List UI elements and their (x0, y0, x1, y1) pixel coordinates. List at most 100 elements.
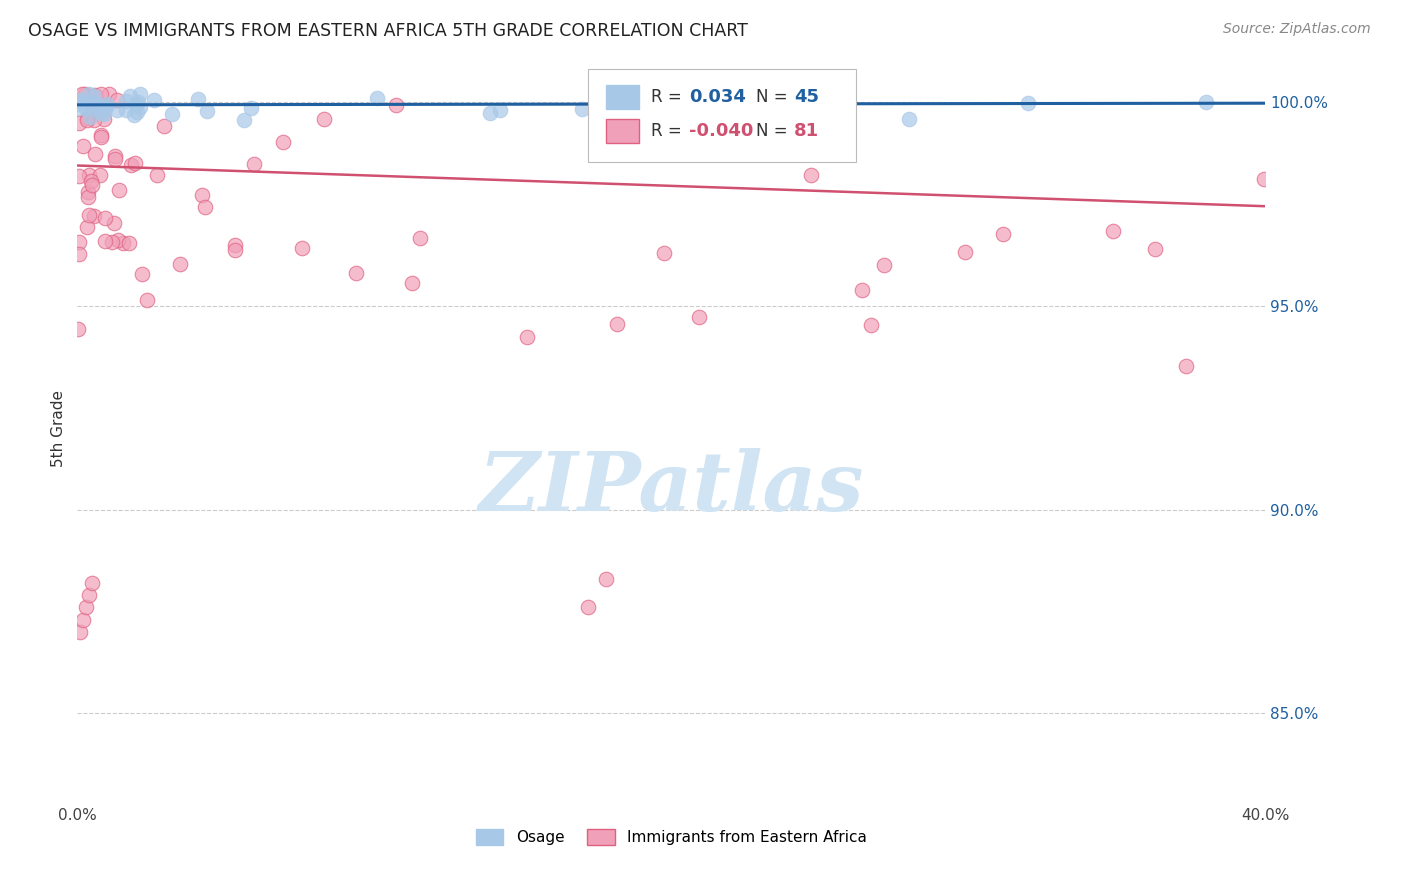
Point (76, 190, 98, 204)
Point (488, 103, 510, 118)
Point (595, 572, 617, 586)
Point (69, 93, 91, 107)
Point (77, 169, 100, 183)
Legend: Osage, Immigrants from Eastern Africa: Osage, Immigrants from Eastern Africa (470, 823, 873, 851)
Point (93, 103, 115, 117)
Point (90, 106, 112, 120)
Point (77, 208, 100, 222)
Point (384, 98, 406, 112)
Point (94, 235, 117, 249)
Point (80, 174, 103, 188)
Text: 45: 45 (794, 88, 818, 106)
Point (1101, 224, 1123, 238)
Point (107, 183, 129, 197)
Point (239, 101, 262, 115)
Text: 0.034: 0.034 (689, 88, 747, 106)
Bar (606, 119, 640, 143)
Point (83, 209, 105, 223)
Point (232, 112, 254, 127)
Text: ZIPatlas: ZIPatlas (478, 448, 865, 528)
Point (107, 233, 129, 247)
Point (860, 318, 883, 332)
Text: Source: ZipAtlas.com: Source: ZipAtlas.com (1223, 22, 1371, 37)
Point (72, 138, 94, 153)
Point (89, 168, 111, 182)
Point (115, 95, 138, 109)
Point (688, 310, 710, 324)
Point (131, 267, 153, 281)
Point (224, 238, 246, 252)
Point (90, 130, 112, 145)
Point (94, 100, 117, 114)
Text: OSAGE VS IMMIGRANTS FROM EASTERN AFRICA 5TH GRADE CORRELATION CHART: OSAGE VS IMMIGRANTS FROM EASTERN AFRICA … (28, 22, 748, 40)
Point (76, 186, 98, 200)
Point (84, 87, 107, 102)
Point (79, 110, 101, 124)
Point (953, 244, 976, 259)
Point (112, 235, 135, 250)
Point (142, 93, 165, 107)
Point (127, 105, 149, 120)
Point (571, 103, 593, 117)
Point (401, 277, 423, 291)
Point (194, 200, 217, 214)
Point (873, 258, 896, 272)
Point (83, 88, 105, 103)
Y-axis label: 5th Grade: 5th Grade (51, 390, 66, 467)
Point (94, 100, 117, 114)
Point (652, 246, 675, 260)
Point (93, 107, 115, 121)
Point (120, 158, 142, 172)
Point (146, 168, 169, 182)
Point (72, 613, 94, 627)
Point (851, 283, 873, 297)
Point (90, 99, 112, 113)
Point (991, 227, 1014, 241)
Point (77, 87, 100, 102)
Point (118, 235, 141, 250)
Point (129, 100, 152, 114)
Text: 81: 81 (794, 121, 818, 140)
Bar (606, 85, 640, 109)
Point (83, 112, 105, 127)
Point (1195, 95, 1218, 109)
Point (124, 156, 146, 170)
FancyBboxPatch shape (588, 69, 855, 162)
Point (84, 96, 107, 111)
Point (772, 87, 794, 102)
Point (291, 241, 314, 255)
Point (103, 215, 125, 229)
Point (243, 156, 266, 170)
Point (1253, 172, 1275, 186)
Point (191, 187, 214, 202)
Text: N =: N = (755, 121, 793, 140)
Point (187, 92, 209, 106)
Point (1017, 95, 1039, 110)
Point (195, 104, 218, 119)
Point (76, 95, 98, 110)
Point (516, 329, 538, 343)
Point (96, 96, 118, 111)
Point (75, 101, 97, 115)
Point (97, 87, 120, 102)
Point (125, 96, 148, 111)
Point (67, 247, 90, 261)
Point (76, 112, 98, 126)
Point (115, 103, 138, 117)
Point (699, 136, 721, 151)
Point (69, 624, 91, 639)
Point (83, 102, 105, 116)
Point (75, 600, 97, 615)
Point (76, 113, 98, 128)
Point (67, 116, 90, 130)
Point (344, 266, 367, 280)
Text: -0.040: -0.040 (689, 121, 754, 140)
Point (271, 135, 294, 149)
Point (312, 112, 335, 127)
Point (576, 600, 599, 615)
Point (91, 101, 114, 115)
Point (77, 588, 100, 602)
Point (70, 87, 93, 102)
Point (100, 235, 122, 249)
Point (66, 94, 89, 108)
